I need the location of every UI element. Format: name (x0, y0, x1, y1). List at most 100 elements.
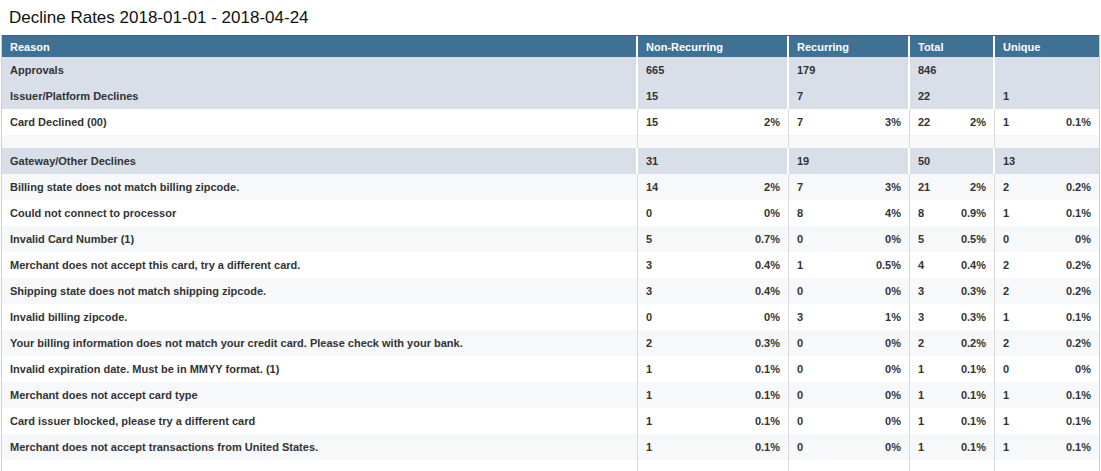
count-value: 1 (1003, 441, 1009, 453)
count-value: 7 (797, 181, 803, 193)
total-cell: 5 0.5% (910, 226, 995, 252)
percent-value: 0% (885, 415, 901, 427)
reason-cell: Card issuer blocked, please try a differ… (2, 408, 638, 434)
count-value: 3 (797, 311, 803, 323)
reason-cell: Could not connect to processor (2, 200, 638, 226)
count-value: 15 (646, 116, 658, 128)
non-recurring-cell (638, 460, 789, 471)
percent-value: 0% (764, 207, 780, 219)
recurring-cell: 7 (789, 83, 910, 109)
count-value: 4 (918, 259, 924, 271)
reason-cell: Billing state does not match billing zip… (2, 174, 638, 200)
count-value: 1 (1003, 311, 1009, 323)
total-cell: 846 (910, 57, 995, 83)
table-row: Card Declined (00) 15 2% 7 3% 22 2% 1 0.… (2, 109, 1099, 135)
table-header-row: Reason Non-Recurring Recurring Total Uni… (2, 35, 1099, 57)
reason-cell: Your billing information does not match … (2, 330, 638, 356)
percent-value: 0% (1075, 233, 1091, 245)
table-row: Merchant does not accept this card, try … (2, 252, 1099, 278)
reason-cell: Card Declined (00) (2, 109, 638, 135)
count-value: 1 (1003, 116, 1009, 128)
column-header-recurring: Recurring (789, 36, 910, 57)
reason-cell: Invalid Card Number (1) (2, 226, 638, 252)
total-cell: 1 0.1% (910, 408, 995, 434)
recurring-cell: 0 0% (789, 330, 910, 356)
column-header-reason: Reason (2, 36, 638, 57)
count-value: 1 (797, 259, 803, 271)
column-header-unique: Unique (995, 36, 1099, 57)
count-value: 3 (918, 285, 924, 297)
recurring-cell: 8 4% (789, 200, 910, 226)
count-value: 3 (918, 311, 924, 323)
percent-value: 0.1% (1066, 311, 1091, 323)
percent-value: 0.1% (1066, 116, 1091, 128)
reason-cell: Merchant does not accept transactions fr… (2, 434, 638, 460)
unique-cell: 1 0.1% (995, 200, 1099, 226)
reason-cell: Shipping state does not match shipping z… (2, 278, 638, 304)
count-value: 1 (918, 389, 924, 401)
count-value: 0 (646, 207, 652, 219)
count-value: 1 (646, 389, 652, 401)
count-value: 1 (1003, 415, 1009, 427)
non-recurring-cell: 3 0.4% (638, 278, 789, 304)
count-value: 1 (646, 363, 652, 375)
count-value: 0 (797, 233, 803, 245)
non-recurring-cell: 31 (638, 148, 789, 174)
count-value: 1 (918, 363, 924, 375)
reason-cell: Approvals (2, 57, 638, 83)
count-value: 2 (646, 337, 652, 349)
unique-cell: 13 (995, 148, 1099, 174)
non-recurring-cell: 15 (638, 83, 789, 109)
non-recurring-cell: 1 0.1% (638, 434, 789, 460)
non-recurring-cell: 1 0.1% (638, 382, 789, 408)
percent-value: 0% (885, 441, 901, 453)
percent-value: 0.5% (876, 259, 901, 271)
table-row: Merchant does not accept card type 1 0.1… (2, 382, 1099, 408)
percent-value: 0.3% (961, 311, 986, 323)
decline-rates-table: Reason Non-Recurring Recurring Total Uni… (1, 35, 1100, 471)
percent-value: 0.2% (1066, 259, 1091, 271)
recurring-cell: 0 0% (789, 356, 910, 382)
percent-value: 0.3% (961, 285, 986, 297)
table-row: Billing state does not match billing zip… (2, 174, 1099, 200)
count-value: 7 (797, 90, 803, 102)
percent-value: 2% (970, 116, 986, 128)
reason-cell (2, 135, 638, 148)
count-value: 5 (646, 233, 652, 245)
unique-cell: 0 0% (995, 356, 1099, 382)
percent-value: 0.7% (755, 233, 780, 245)
percent-value: 0.1% (755, 415, 780, 427)
percent-value: 0% (885, 233, 901, 245)
percent-value: 0.2% (961, 337, 986, 349)
non-recurring-cell (638, 135, 789, 148)
table-row: Approvals 665 179 846 (2, 57, 1099, 83)
unique-cell (995, 57, 1099, 83)
count-value: 21 (918, 181, 930, 193)
count-value: 15 (646, 90, 658, 102)
percent-value: 0% (885, 363, 901, 375)
percent-value: 4% (885, 207, 901, 219)
percent-value: 2% (970, 181, 986, 193)
total-cell: 3 0.3% (910, 278, 995, 304)
table-row: Your billing information does not match … (2, 330, 1099, 356)
count-value: 14 (646, 181, 658, 193)
count-value: 1 (918, 415, 924, 427)
count-value: 0 (797, 389, 803, 401)
total-cell: 1 0.1% (910, 434, 995, 460)
total-cell: 8 0.9% (910, 200, 995, 226)
table-row (2, 460, 1099, 471)
recurring-cell: 0 0% (789, 226, 910, 252)
count-value: 2 (918, 337, 924, 349)
count-value: 50 (918, 155, 930, 167)
unique-cell: 2 0.2% (995, 174, 1099, 200)
percent-value: 2% (764, 116, 780, 128)
table-row: Gateway/Other Declines 31 19 50 13 (2, 148, 1099, 174)
percent-value: 0.4% (755, 259, 780, 271)
count-value: 3 (646, 285, 652, 297)
total-cell: 22 (910, 83, 995, 109)
recurring-cell: 0 0% (789, 434, 910, 460)
percent-value: 0.1% (961, 415, 986, 427)
non-recurring-cell: 14 2% (638, 174, 789, 200)
percent-value: 0% (885, 337, 901, 349)
total-cell (910, 135, 995, 148)
